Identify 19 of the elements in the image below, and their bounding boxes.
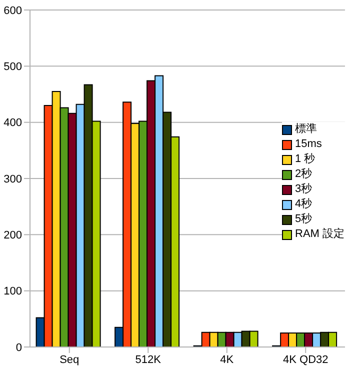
legend-label: 標準 — [295, 122, 317, 137]
y-tick-label: 200 — [4, 230, 22, 242]
x-tick-label: 512K — [135, 354, 162, 366]
legend-label: 4秒 — [295, 197, 312, 212]
x-tick-label: 4K — [220, 354, 234, 366]
y-tick-label: 600 — [4, 4, 22, 17]
legend-label: RAM 設定 — [295, 227, 344, 242]
legend-label: 5秒 — [295, 212, 312, 227]
legend-label: 2秒 — [295, 167, 312, 182]
y-tick-label: 300 — [4, 173, 22, 186]
x-tick-label: Seq — [60, 354, 80, 366]
legend-label: 3秒 — [295, 182, 312, 197]
y-tick-label: 500 — [4, 61, 22, 74]
y-tick-label: 400 — [4, 117, 22, 130]
legend-label: 1 秒 — [295, 152, 316, 167]
legend-label: 15ms — [295, 137, 322, 152]
y-tick-label: 0 — [16, 342, 22, 354]
x-tick-label: 4K QD32 — [283, 354, 328, 366]
y-tick-label: 100 — [4, 286, 22, 298]
